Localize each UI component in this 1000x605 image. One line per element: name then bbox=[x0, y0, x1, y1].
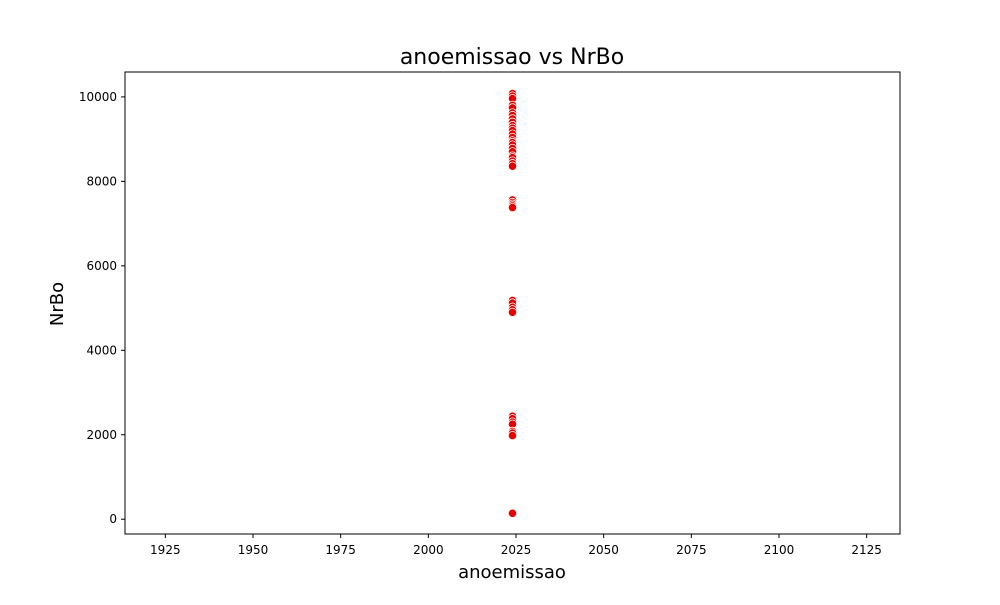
data-points bbox=[507, 88, 518, 518]
x-tick-label: 2100 bbox=[764, 543, 795, 557]
x-tick-label: 2000 bbox=[413, 543, 444, 557]
x-tick-label: 2050 bbox=[588, 543, 619, 557]
x-tick-label: 1950 bbox=[238, 543, 269, 557]
x-tick-label: 2075 bbox=[676, 543, 707, 557]
x-tick-label: 1925 bbox=[150, 543, 181, 557]
y-tick-label: 6000 bbox=[86, 259, 117, 273]
data-point bbox=[507, 161, 518, 171]
x-tick-label: 1975 bbox=[325, 543, 356, 557]
y-axis: 0 2000 4000 6000 8000 10000 bbox=[79, 90, 125, 526]
plot-area bbox=[124, 71, 901, 535]
y-tick-label: 8000 bbox=[86, 174, 117, 188]
x-tick-label: 2125 bbox=[851, 543, 882, 557]
y-tick-label: 4000 bbox=[86, 343, 117, 357]
x-axis: 1925 1950 1975 2000 2025 2050 2075 2100 2125 bbox=[150, 534, 882, 557]
data-point bbox=[507, 431, 518, 441]
data-point bbox=[507, 202, 518, 213]
y-tick-label: 2000 bbox=[86, 428, 117, 442]
y-axis-label: NrBo bbox=[47, 282, 68, 326]
x-axis-label: anoemissao bbox=[458, 562, 566, 583]
data-point bbox=[507, 508, 518, 518]
y-tick-label: 0 bbox=[109, 512, 117, 526]
x-tick-label: 2025 bbox=[501, 543, 532, 557]
y-tick-label: 10000 bbox=[79, 90, 117, 104]
chart-title: anoemissao vs NrBo bbox=[400, 45, 624, 70]
data-point bbox=[507, 307, 518, 317]
